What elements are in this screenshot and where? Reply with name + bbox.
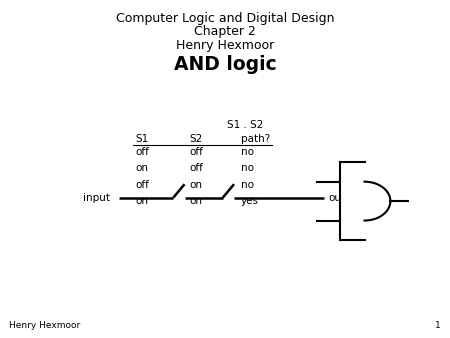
Text: off: off <box>135 179 149 190</box>
Text: no: no <box>241 147 254 157</box>
Text: Chapter 2: Chapter 2 <box>194 25 256 38</box>
Text: AND logic: AND logic <box>174 55 276 74</box>
Text: Henry Hexmoor: Henry Hexmoor <box>176 39 274 52</box>
Text: S1: S1 <box>135 134 148 144</box>
Text: Henry Hexmoor: Henry Hexmoor <box>9 320 80 330</box>
Text: on: on <box>135 196 148 206</box>
Text: on: on <box>189 196 202 206</box>
Text: input: input <box>83 193 110 203</box>
Text: no: no <box>241 163 254 173</box>
Text: output: output <box>328 193 363 203</box>
Text: on: on <box>189 179 202 190</box>
Text: off: off <box>189 163 203 173</box>
Text: S1 . S2: S1 . S2 <box>227 120 263 130</box>
Text: off: off <box>189 147 203 157</box>
Text: S2: S2 <box>189 134 202 144</box>
Text: Computer Logic and Digital Design: Computer Logic and Digital Design <box>116 12 334 25</box>
Polygon shape <box>340 162 390 240</box>
Text: no: no <box>241 179 254 190</box>
Text: yes: yes <box>241 196 259 206</box>
Text: 1: 1 <box>435 320 441 330</box>
Text: path?: path? <box>241 134 270 144</box>
Text: on: on <box>135 163 148 173</box>
Text: off: off <box>135 147 149 157</box>
